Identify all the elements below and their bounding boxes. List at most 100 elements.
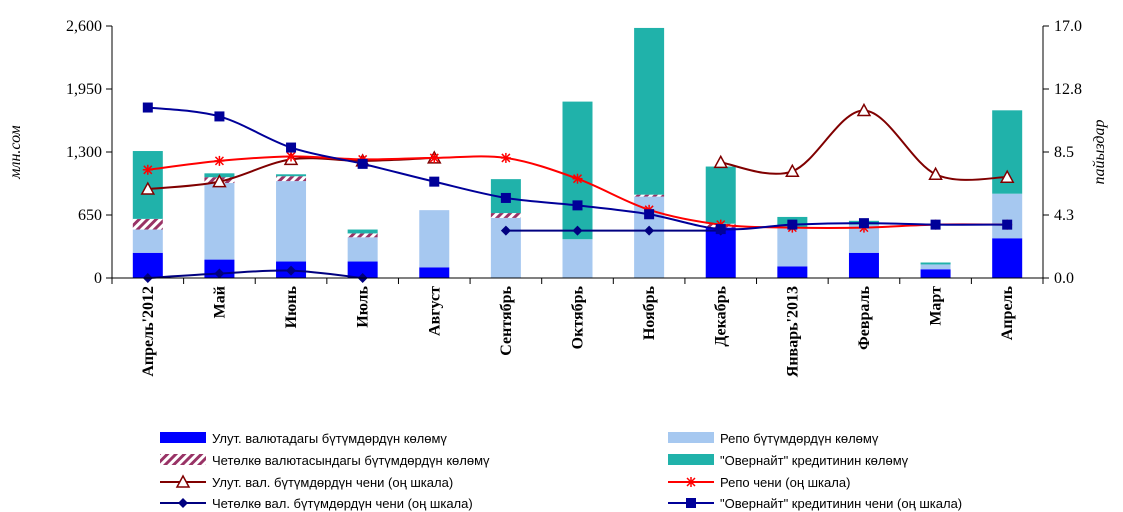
x-tick-label-7: Ноябрь [641,285,658,340]
point-s2-1 [214,268,225,279]
legend-label-7: "Овернайт" кредитинин чени (оң шкала) [720,496,962,511]
bar-s3-3 [347,229,378,234]
y2-tick-label-2: 8.5 [1054,144,1074,161]
point-s3-10 [858,218,869,229]
legend-item-3: "Овернайт" кредитинин көлөмү [668,453,909,468]
legend-item-6: Четөлкө вал. бүтүмдөрдүн чени (оң шкала) [160,496,473,511]
legend-item-1: Репо бүтүмдөрдүн көлөмү [668,431,879,446]
y-tick-label-0: 0 [94,270,102,287]
bar-s3-7 [634,27,665,195]
point-s2-5 [500,225,511,236]
x-tick-label-6: Октябрь [570,285,587,349]
legend-label-0: Улут. валютадагы бүтүмдөрдүн көлөмү [212,431,447,446]
point-s3-8 [715,224,726,235]
point-s1-1 [214,155,225,166]
bar-s1-9 [777,227,808,267]
legend-swatch-1 [668,432,714,443]
bar-s2-7 [634,194,665,197]
point-s0-1 [212,174,227,188]
bar-s0-4 [419,267,450,278]
point-s2-6 [572,225,583,236]
x-tick-label-1: Май [211,286,228,318]
bar-s1-1 [204,183,235,260]
x-tick-label-4: Август [426,286,443,336]
point-s1-0 [142,164,153,175]
bar-s1-4 [419,210,450,268]
bar-s2-5 [490,213,521,218]
legend-label-1: Репо бүтүмдөрдүн көлөмү [720,431,879,446]
bar-s1-2 [276,181,307,262]
y-tick-label-2: 1,300 [66,144,102,161]
bar-s2-2 [276,176,307,182]
point-s3-2 [286,142,297,153]
point-s0-9 [785,163,800,178]
x-tick-label-0: Апрель'2012 [140,286,157,377]
y2-tick-label-4: 17.0 [1054,18,1082,35]
bar-s0-3 [347,261,378,278]
point-s3-4 [429,176,440,187]
legend-label-2: Четөлкө валютасындагы бүтүмдөрдүн көлөмү [212,453,490,468]
point-s3-9 [787,219,798,230]
legend-item-5: Репо чени (оң шкала) [668,475,850,490]
bar-s3-2 [276,174,307,177]
point-s3-7 [644,209,655,220]
y-tick-label-4: 2,600 [66,18,102,35]
legend-marker-4 [175,474,191,488]
line-s2-seg0 [147,269,363,279]
legend-swatch-2 [160,454,206,465]
legend: Улут. валютадагы бүтүмдөрдүн көлөмү Репо … [160,431,962,511]
legend-label-4: Улут. вал. бүтүмдөрдүн чени (оң шкала) [212,475,453,490]
y2-tick-label-0: 0.0 [1054,270,1074,287]
point-s0-11 [928,166,943,180]
point-s1-4 [429,152,440,163]
bar-s1-11 [920,264,951,270]
y2-tick-label-1: 4.3 [1054,207,1074,224]
point-s3-3 [357,158,368,169]
line-s0-seg1 [720,109,1008,181]
point-s1-5 [500,152,511,163]
point-s0-10 [856,102,872,117]
legend-marker-5 [686,477,696,487]
point-s0-12 [999,169,1015,183]
bar-s1-3 [347,237,378,262]
y-axis-title: млн.сом [7,125,24,179]
bar-s2-0 [132,218,163,230]
bar-s0-11 [920,269,951,278]
legend-swatch-3 [668,454,714,465]
x-tick-label-3: Июль [355,285,372,327]
x-tick-label-8: Декабрь [713,285,730,346]
bar-s1-0 [132,229,163,253]
bar-s3-6 [562,101,593,240]
axes-layer: 0 650 1,300 1,950 2,600 0.0 4.3 8.5 12.8 17.0 Апре… [7,18,1108,377]
point-s3-6 [572,200,583,211]
legend-item-4: Улут. вал. бүтүмдөрдүн чени (оң шкала) [160,474,453,490]
x-tick-label-12: Апрель [999,285,1016,340]
legend-label-6: Четөлкө вал. бүтүмдөрдүн чени (оң шкала) [212,496,473,511]
legend-label-5: Репо чени (оң шкала) [720,475,850,490]
x-tick-label-2: Июнь [283,285,300,328]
y2-tick-label-3: 12.8 [1054,81,1082,98]
x-tick-label-9: Январь'2013 [784,286,801,377]
y-tick-label-1: 650 [78,207,102,224]
legend-item-0: Улут. валютадагы бүтүмдөрдүн көлөмү [160,431,447,446]
point-s0-0 [140,181,156,195]
y-tick-label-3: 1,950 [66,81,102,98]
point-s1-2 [286,151,297,162]
bar-s1-12 [992,193,1023,239]
bar-s2-3 [347,233,378,238]
legend-label-3: "Овернайт" кредитинин көлөмү [720,453,909,468]
x-tick-label-10: Февраль [856,285,873,350]
point-s2-7 [644,225,655,236]
bar-s0-10 [848,252,879,278]
point-s1-6 [572,173,583,184]
bar-s0-9 [777,266,808,278]
legend-item-7: "Овернайт" кредитинин чени (оң шкала) [668,496,962,511]
legend-marker-6 [178,498,188,508]
point-s3-12 [1002,219,1013,230]
x-tick-label-11: Март [928,286,945,326]
bars-layer [132,27,1023,278]
point-s3-5 [500,192,511,203]
point-s2-2 [286,265,297,276]
bar-s1-6 [562,239,593,278]
